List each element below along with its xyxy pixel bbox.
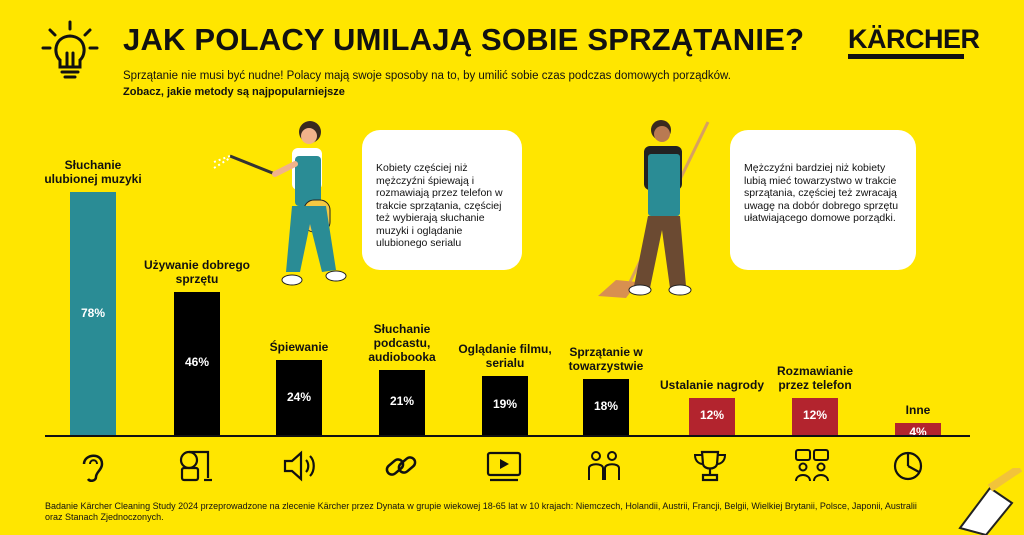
link-icon [385, 456, 417, 476]
speaker-icon [283, 450, 315, 482]
man-sweeping-illustration [598, 120, 710, 298]
footer-note: Badanie Kärcher Cleaning Study 2024 prze… [45, 501, 917, 522]
category-label: Inne [905, 402, 931, 417]
bar-value-label: 12% [802, 408, 828, 423]
trophy-icon [693, 450, 727, 482]
subtitle-bold: Zobacz, jakie metody są najpopularniejsz… [123, 86, 345, 98]
brand-logo: KÄRCHER [848, 24, 980, 54]
bar-value-label: 46% [184, 355, 210, 370]
bar-value-label: 21% [389, 394, 415, 409]
people-icon [588, 451, 620, 480]
bubble-women-text: Kobiety częściej niż mężczyźni śpiewają … [376, 162, 503, 249]
chart-baseline [45, 435, 970, 437]
bubble-men-text: Mężczyźni bardziej niż kobiety lubią mie… [744, 162, 899, 224]
bar-8 [792, 397, 838, 435]
woman-cleaning-illustration [213, 121, 347, 286]
category-label: Używanie dobrego sprzętu [143, 257, 250, 286]
bar-3 [276, 360, 322, 435]
bar-value-label: 24% [286, 389, 312, 404]
bar-value-label: 18% [593, 398, 619, 413]
squeegee-illustration [958, 468, 1023, 535]
chat-people-icon [795, 449, 829, 482]
bar-1 [70, 192, 116, 435]
video-player-icon [486, 451, 522, 482]
category-label: Śpiewanie [269, 340, 329, 355]
bar-7 [689, 397, 735, 435]
pie-chart-icon [893, 451, 923, 481]
vacuum-cleaner-icon [179, 450, 212, 482]
bar-value-label: 78% [80, 305, 106, 320]
category-label: Słuchanie ulubionej muzyki [44, 158, 142, 186]
bubble-men: Mężczyźni bardziej niż kobiety lubią mie… [730, 130, 916, 270]
bar-2 [174, 291, 220, 435]
bubble-women: Kobiety częściej niż mężczyźni śpiewają … [362, 130, 522, 270]
bar-4 [379, 369, 425, 435]
lightbulb-icon [41, 20, 99, 79]
page-title: JAK POLACY UMILAJĄ SOBIE SPRZĄTANIE? [123, 22, 805, 57]
category-label: Rozmawianie przez telefon [776, 363, 854, 392]
category-label: Oglądanie filmu, serialu [458, 341, 552, 370]
bar-5 [482, 375, 528, 435]
bar-9 [895, 422, 941, 435]
brand-logo-bar [848, 54, 964, 59]
bar-6 [583, 378, 629, 435]
ear-icon [82, 454, 104, 482]
category-label: Ustalanie nagrody [659, 377, 765, 392]
category-label: Sprzątanie w towarzystwie [568, 344, 644, 373]
subtitle: Sprzątanie nie musi być nudne! Polacy ma… [123, 70, 731, 82]
bar-value-label: 12% [699, 408, 725, 423]
bar-value-label: 19% [492, 397, 518, 412]
category-label: Słuchanie podcastu, audiobooka [368, 321, 436, 364]
